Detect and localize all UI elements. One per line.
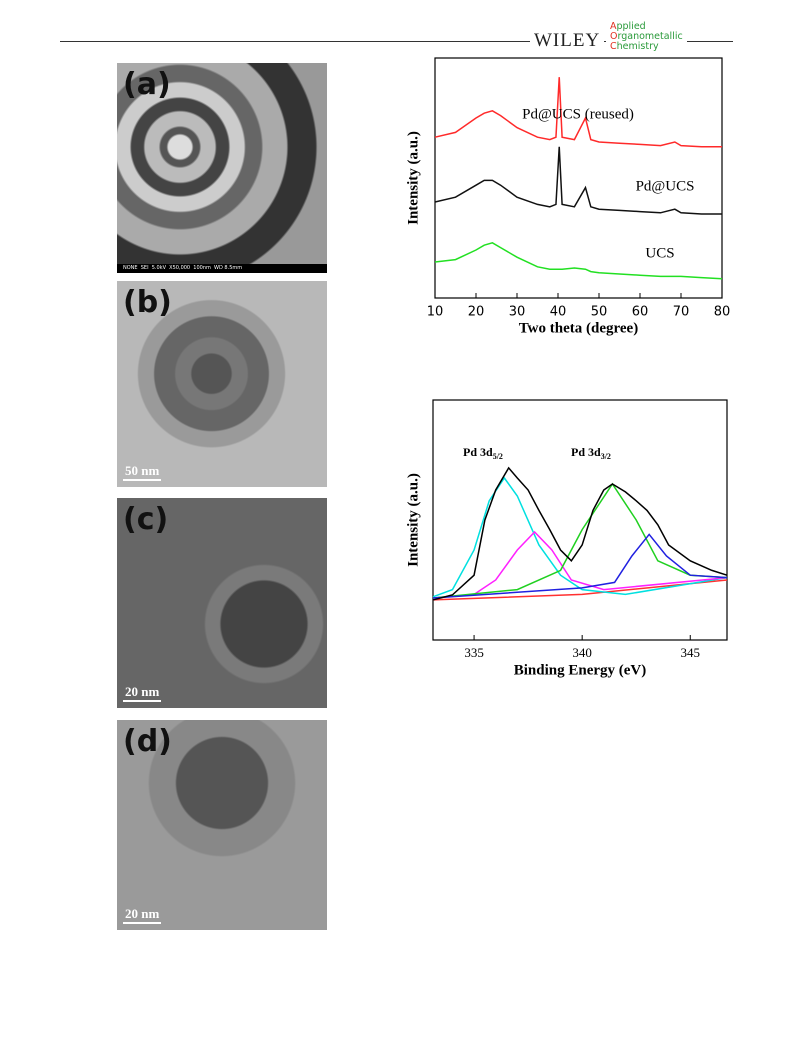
annotation-sub: 3/2 [601, 452, 611, 461]
y-axis-label: Intensity (a.u.) [405, 473, 421, 567]
header-rule [60, 41, 733, 42]
journal-name: Applied Organometallic Chemistry [606, 22, 687, 52]
x-tick-label: 10 [427, 305, 444, 320]
data-line [434, 146, 722, 215]
x-tick-label: 340 [572, 645, 592, 660]
scale-bar: 20 nm [123, 684, 162, 702]
x-axis-label: Binding Energy (eV) [514, 662, 647, 678]
data-line [434, 241, 723, 280]
x-tick-label: 40 [550, 305, 567, 320]
tem-image: (c) 20 nm [117, 498, 327, 708]
x-tick-label: 30 [509, 305, 526, 320]
x-tick-label: 335 [464, 645, 484, 660]
series-label: Pd@UCS (reused) [522, 106, 634, 122]
panel-label: (a) [123, 67, 171, 102]
data-line [434, 77, 722, 148]
annotation-sub: 5/2 [493, 452, 503, 461]
x-axis-label: Two theta (degree) [519, 320, 638, 336]
plot-frame [434, 57, 723, 299]
sem-image: (a) NONE SEI 5.0kV X50,000 100nm WD 8.5m… [117, 63, 327, 273]
x-tick-label: 70 [673, 305, 690, 320]
x-tick-label: 60 [632, 305, 649, 320]
data-line [432, 533, 728, 599]
data-line [432, 579, 728, 601]
scale-bar: 20 nm [123, 906, 162, 924]
tem-image: (b) 50 nm [117, 281, 327, 487]
x-tick-label: 50 [591, 305, 608, 320]
x-tick-label: 345 [681, 645, 701, 660]
data-line [432, 476, 728, 598]
y-axis-label: Intensity (a.u.) [405, 131, 421, 225]
brand: WILEY [530, 30, 605, 52]
annotation: Pd 3d5/2 [463, 445, 503, 461]
panel-label: (d) [123, 724, 172, 759]
annotation-text: Pd 3d [463, 445, 493, 459]
scale-bar: 50 nm [123, 463, 162, 481]
annotation-text: Pd 3d [571, 445, 601, 459]
journal-line: Applied [610, 21, 646, 32]
x-tick-label: 80 [714, 305, 731, 320]
series-label: Pd@UCS [636, 178, 695, 194]
plot-frame [432, 399, 728, 641]
journal-line: Chemistry [610, 41, 659, 52]
journal-line: Organometallic [610, 31, 683, 42]
panel-label: (c) [123, 502, 169, 537]
panel-label: (b) [123, 285, 172, 320]
tem-image: (d) 20 nm [117, 720, 327, 930]
annotation: Pd 3d3/2 [571, 445, 611, 461]
series-label: UCS [645, 245, 674, 261]
x-tick-label: 20 [468, 305, 485, 320]
sem-info: NONE SEI 5.0kV X50,000 100nm WD 8.5mm [117, 264, 327, 273]
data-line [432, 466, 728, 601]
